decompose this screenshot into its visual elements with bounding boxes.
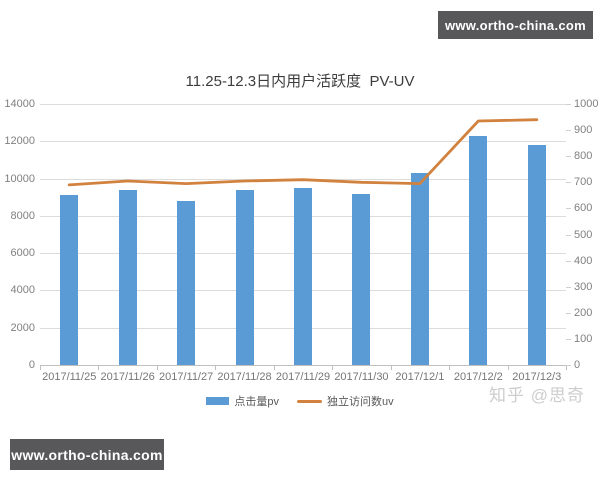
site-watermark-badge-top: www.ortho-china.com: [438, 11, 593, 39]
left-axis: 14000 12000 10000 8000 6000 4000 2000 0: [0, 98, 35, 371]
uv-line-series: [67, 118, 539, 187]
pv-bar: [60, 195, 79, 365]
right-axis-tick: [566, 312, 571, 314]
uv-legend-swatch-icon: [297, 399, 322, 403]
uv-legend-label: 独立访问数uv: [327, 396, 394, 408]
right-axis-tick: [566, 365, 571, 366]
x-axis-label: 2017/11/30: [334, 371, 389, 383]
right-axis-label: 800: [574, 150, 593, 163]
x-axis-tick: [449, 366, 451, 370]
pv-legend-label: 点击量pv: [234, 396, 279, 408]
right-axis-tick: [566, 338, 571, 340]
pv-legend-swatch-icon: [206, 397, 230, 405]
legend-item-uv: 独立访问数uv: [297, 393, 394, 409]
right-axis-label: 100: [574, 332, 593, 345]
x-axis-labels: 2017/11/25 2017/11/26 2017/11/27 2017/11/28…: [40, 371, 566, 385]
left-axis-label: 8000: [10, 209, 35, 222]
left-axis-label: 6000: [10, 247, 35, 260]
left-axis-label: 12000: [4, 135, 35, 148]
right-axis-tick: [566, 260, 571, 262]
zhihu-watermark: 知乎 @思奇: [489, 386, 585, 405]
x-axis-label: 2017/11/29: [275, 371, 331, 383]
pv-bar: [527, 145, 546, 365]
x-axis-label: 2017/11/25: [42, 371, 97, 383]
right-axis-tick: [566, 156, 571, 158]
right-axis-label: 0: [574, 359, 581, 371]
pv-bar: [410, 172, 429, 365]
right-axis-label: 1000: [574, 98, 599, 110]
pv-bar: [352, 193, 371, 365]
x-axis-label: 2017/12/2: [453, 371, 503, 383]
legend: 点击量pv 独立访问数uv: [0, 393, 600, 409]
right-axis: 1000 900 800 700 600 500 400 300 200 100 0: [574, 98, 600, 371]
right-axis-label: 700: [574, 176, 593, 189]
x-axis-label: 2017/11/28: [217, 371, 272, 383]
x-axis-label: 2017/11/26: [100, 371, 155, 383]
x-axis-tick: [156, 366, 158, 370]
right-axis-tick: [566, 130, 571, 132]
pv-bar: [294, 187, 312, 365]
right-axis-label: 600: [574, 202, 593, 215]
x-axis-tick: [390, 366, 392, 370]
x-axis-tick: [507, 366, 509, 370]
right-axis-tick: [566, 234, 571, 236]
left-axis-label: 14000: [4, 98, 35, 110]
left-axis-label: 4000: [10, 284, 35, 297]
right-axis-label: 200: [574, 306, 593, 319]
left-axis-label: 0: [28, 359, 35, 371]
x-axis-tick: [40, 366, 41, 370]
left-axis-label: 10000: [4, 172, 35, 185]
x-axis-label: 2017/11/27: [158, 371, 214, 383]
x-axis-tick: [566, 366, 567, 370]
site-watermark-badge-bottom: www.ortho-china.com: [10, 439, 164, 470]
x-axis-tick: [273, 366, 275, 370]
pv-bar: [177, 200, 196, 365]
gridline: [40, 141, 566, 143]
gridline: [40, 104, 566, 105]
right-axis-tick: [566, 286, 571, 288]
x-axis-tick: [215, 366, 217, 370]
right-axis-label: 400: [574, 254, 593, 267]
x-axis-label: 2017/12/1: [395, 371, 445, 383]
right-axis-tick: [566, 104, 571, 105]
right-axis-label: 900: [574, 124, 593, 137]
x-axis-label: 2017/12/3: [512, 371, 562, 383]
x-axis-tick: [98, 366, 100, 370]
uv-polyline: [67, 118, 539, 187]
right-axis-label: 500: [574, 228, 593, 241]
pv-bar: [235, 189, 254, 365]
right-axis-label: 300: [574, 280, 593, 293]
legend-item-pv: 点击量pv: [206, 393, 279, 409]
chart-title: 11.25-12.3日内用户活跃度 PV-UV: [185, 73, 415, 90]
x-axis-tick: [332, 366, 334, 370]
pv-bar: [469, 135, 488, 365]
pv-bar: [118, 189, 137, 365]
left-axis-label: 2000: [10, 321, 35, 334]
right-axis-tick: [566, 182, 571, 184]
plot-area: [40, 104, 571, 366]
right-axis-tick: [566, 208, 571, 210]
